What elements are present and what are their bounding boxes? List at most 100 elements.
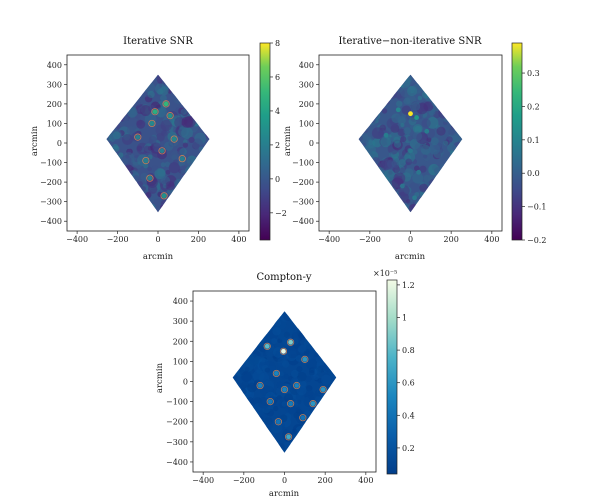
- colorbar-tick-label: 0.8: [402, 346, 415, 355]
- hotspot: [171, 136, 177, 142]
- y-tick-label: 200: [173, 337, 188, 346]
- colorbar-tick-label: 8: [275, 39, 280, 48]
- map-footprint: [232, 311, 337, 453]
- y-axis-label: arcmin: [30, 125, 40, 156]
- colorbar-tick-label: 0.2: [402, 444, 415, 453]
- hotspot: [288, 339, 293, 345]
- y-tick-label: −300: [166, 438, 188, 447]
- hotspot: [302, 356, 308, 362]
- x-tick-label: 200: [444, 235, 459, 244]
- plot-area: −400 −200 0 200 400 400 300 200 100 0 −100 −200 −300…: [292, 54, 503, 244]
- colorbar: 1.2 1 0.8 0.6 0.4 0.2 ×10⁻⁵: [373, 269, 415, 475]
- x-tick-label: −200: [107, 235, 129, 244]
- hotspot: [179, 156, 185, 162]
- colorbar-tick-label: 6: [275, 73, 280, 82]
- y-tick-label: 300: [299, 80, 314, 89]
- x-axis-label: arcmin: [269, 489, 300, 499]
- colorbar-tick-label: −0.2: [527, 236, 546, 245]
- hotspot: [281, 348, 286, 354]
- hotspot: [383, 132, 389, 138]
- y-tick-label: −400: [40, 217, 62, 226]
- panel-iterative-minus-noniterative-snr: Iterative−non-iterative SNR −400 −200 0 200…: [283, 36, 546, 262]
- hotspot: [414, 115, 419, 120]
- x-tick-label: 0: [282, 476, 287, 485]
- y-tick-label: 300: [173, 317, 188, 326]
- hotspot: [257, 383, 263, 388]
- y-tick-label: 0: [309, 139, 314, 148]
- y-axis-label: arcmin: [283, 125, 293, 156]
- y-tick-label: 400: [47, 61, 62, 70]
- colorbar-tick-label: 1: [402, 313, 407, 322]
- y-tick-label: 0: [57, 139, 62, 148]
- y-tick-label: −100: [40, 159, 62, 168]
- hotspot: [167, 113, 173, 119]
- colorbar-tick-label: 4: [275, 107, 280, 116]
- colorbar-scale: [259, 42, 271, 241]
- y-tick-label: 100: [47, 119, 62, 128]
- hotspot: [152, 109, 158, 115]
- panel-title: Iterative SNR: [123, 36, 193, 47]
- y-tick-label: 200: [299, 100, 314, 109]
- x-tick-label: −400: [192, 476, 214, 485]
- x-axis-label: arcmin: [143, 252, 174, 262]
- panel-compton-y: Compton-y −400 −200 0 200 400 400 300 200 100 0 −1…: [155, 269, 415, 499]
- x-tick-label: −400: [66, 235, 88, 244]
- panel-title: Compton-y: [256, 272, 311, 283]
- y-tick-label: 0: [183, 378, 188, 387]
- x-tick-label: 0: [155, 235, 160, 244]
- hotspot: [424, 128, 430, 134]
- hotspot: [161, 193, 167, 199]
- y-tick-label: 400: [173, 297, 188, 306]
- hotspot: [294, 383, 300, 388]
- y-tick-label: 400: [299, 61, 314, 70]
- hotspot: [273, 371, 279, 376]
- y-tick-label: −100: [292, 159, 314, 168]
- hotspot: [320, 387, 326, 392]
- colorbar-tick-label: −0.1: [527, 203, 546, 212]
- hotspot: [286, 434, 291, 440]
- hotspot: [147, 175, 153, 181]
- colorbar: 8 6 4 2 0 −2: [259, 39, 287, 241]
- colorbar-tick-label: −2: [275, 209, 287, 218]
- x-tick-label: −400: [318, 235, 340, 244]
- y-tick-label: −200: [166, 418, 188, 427]
- colorbar: 0.3 0.2 0.1 0.0 −0.1 −0.2: [511, 42, 546, 245]
- hotspot: [412, 195, 417, 201]
- colorbar-tick-label: 1.2: [402, 281, 415, 290]
- map-footprint: [106, 74, 210, 213]
- colorbar-tick-label: 0.0: [527, 169, 540, 178]
- y-tick-label: −200: [292, 178, 314, 187]
- colorbar-tick-label: 0: [275, 175, 280, 184]
- plot-area: −400 −200 0 200 400 400 300 200 100 0 −100 −200 −300…: [40, 54, 250, 244]
- colorbar-scale: [386, 279, 398, 475]
- colorbar-tick-label: 0.6: [402, 379, 415, 388]
- hotspot: [163, 101, 169, 107]
- hotspot: [282, 387, 287, 392]
- map-footprint: [358, 74, 463, 213]
- x-tick-label: 400: [484, 235, 499, 244]
- hotspot: [288, 401, 293, 407]
- y-tick-label: 100: [299, 119, 314, 128]
- y-tick-label: −400: [166, 458, 188, 467]
- hotspot: [149, 121, 155, 126]
- panel-iterative-snr: Iterative SNR −400 −200 0 200 40040030020010…: [30, 36, 287, 262]
- x-tick-label: −200: [359, 235, 381, 244]
- x-tick-label: 0: [408, 235, 413, 244]
- hotspot: [408, 148, 413, 154]
- colorbar-offset-text: ×10⁻⁵: [373, 269, 397, 278]
- hotspot: [264, 343, 270, 349]
- x-tick-label: 200: [318, 476, 333, 485]
- y-tick-label: −400: [292, 217, 314, 226]
- hotspot: [395, 107, 401, 113]
- hotspot: [300, 415, 306, 421]
- x-axis-label: arcmin: [395, 252, 426, 262]
- panel-title: Iterative−non-iterative SNR: [338, 36, 482, 47]
- y-tick-label: 200: [47, 100, 62, 109]
- y-tick-label: −300: [292, 198, 314, 207]
- x-tick-label: −200: [233, 476, 255, 485]
- hotspot: [399, 183, 405, 189]
- colorbar-tick-label: 0.1: [527, 136, 540, 145]
- colorbar-scale: [511, 42, 523, 241]
- y-tick-label: −100: [166, 398, 188, 407]
